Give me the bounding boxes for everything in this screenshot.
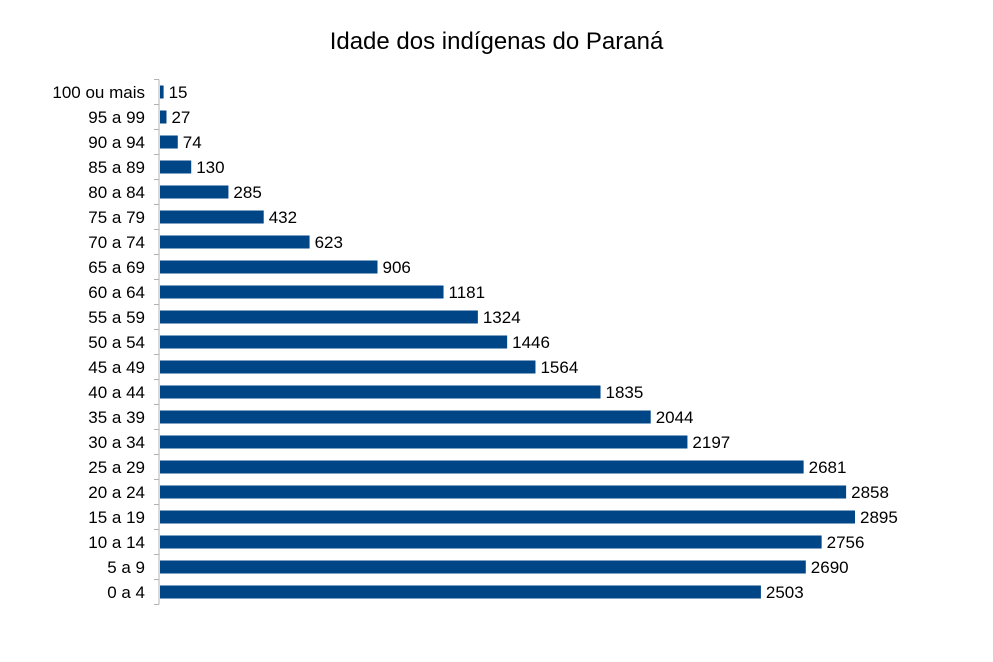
category-label: 65 a 69 (88, 258, 145, 277)
bar (160, 385, 601, 399)
data-label: 1446 (512, 333, 550, 352)
category-label: 90 a 94 (88, 133, 145, 152)
category-label: 70 a 74 (88, 233, 145, 252)
data-label: 285 (233, 183, 261, 202)
bar (160, 560, 806, 574)
bar (160, 435, 688, 449)
data-label: 1181 (449, 283, 486, 302)
data-label: 906 (383, 258, 411, 277)
data-label: 432 (269, 208, 297, 227)
chart-title: Idade dos indígenas do Paraná (329, 28, 664, 55)
bar (160, 510, 855, 524)
category-label: 100 ou mais (52, 83, 145, 102)
category-label: 35 a 39 (88, 408, 145, 427)
category-label: 85 a 89 (88, 158, 145, 177)
bar (160, 460, 804, 474)
axis-layer (154, 79, 160, 605)
category-label: 60 a 64 (88, 283, 145, 302)
category-label: 95 a 99 (88, 108, 145, 127)
bar (160, 585, 761, 599)
data-label: 2756 (827, 533, 865, 552)
category-label: 50 a 54 (88, 333, 145, 352)
data-label: 27 (171, 108, 190, 127)
bar (160, 310, 478, 324)
data-label: 1835 (606, 383, 644, 402)
bar (160, 210, 264, 224)
bar (160, 535, 822, 549)
data-label: 2197 (692, 433, 730, 452)
category-label: 10 a 14 (88, 533, 145, 552)
bar (160, 335, 508, 349)
bar (160, 410, 651, 424)
bar (160, 85, 164, 99)
category-label: 45 a 49 (88, 358, 145, 377)
data-label: 2690 (811, 558, 849, 577)
data-label: 2503 (766, 583, 804, 602)
data-label: 2681 (809, 458, 847, 477)
bar (160, 360, 536, 374)
data-label: 2044 (656, 408, 694, 427)
category-label: 75 a 79 (88, 208, 145, 227)
category-label: 30 a 34 (88, 433, 145, 452)
category-label: 55 a 59 (88, 308, 145, 327)
data-label: 2858 (851, 483, 889, 502)
bar (160, 235, 310, 249)
data-label: 74 (183, 133, 202, 152)
bars-layer (160, 85, 855, 599)
category-label: 80 a 84 (88, 183, 145, 202)
data-label: 623 (315, 233, 343, 252)
labels-layer: 100 ou mais 15 95 a 99 27 90 a 94 74 85 a 89 13… (52, 83, 897, 602)
bar (160, 485, 847, 499)
category-label: 15 a 19 (88, 508, 145, 527)
data-label: 1564 (540, 358, 578, 377)
category-label: 20 a 24 (88, 483, 145, 502)
bar (160, 285, 444, 299)
category-label: 40 a 44 (88, 383, 145, 402)
data-label: 1324 (483, 308, 521, 327)
bar (160, 160, 192, 174)
data-label: 2895 (860, 508, 898, 527)
data-label: 15 (169, 83, 188, 102)
category-label: 5 a 9 (107, 558, 145, 577)
category-label: 25 a 29 (88, 458, 145, 477)
bar (160, 135, 178, 149)
bar (160, 260, 378, 274)
data-label: 130 (196, 158, 224, 177)
bar (160, 185, 229, 199)
category-label: 0 a 4 (107, 583, 145, 602)
bar (160, 110, 167, 124)
